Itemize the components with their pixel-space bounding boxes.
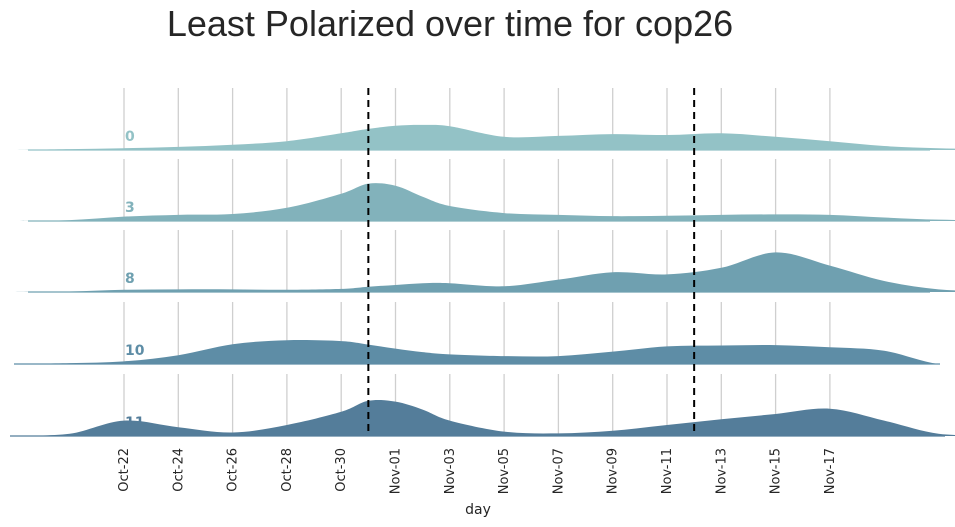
x-tick-label: Nov-01 <box>389 448 404 494</box>
ridge-label-10: 10 <box>125 343 145 359</box>
x-tick-label: Nov-15 <box>769 448 784 494</box>
x-tick-label: Oct-26 <box>226 448 241 492</box>
x-tick-label: Nov-09 <box>606 448 621 494</box>
ridge-label-0: 0 <box>125 129 135 145</box>
ridge-area-11 <box>10 399 955 436</box>
ridge-area-3 <box>15 183 955 221</box>
x-tick-labels: Oct-22 Oct-24 Oct-26 Oct-28 Oct-30 Nov-01 Nov-… <box>117 448 838 494</box>
ridge-label-11: 11 <box>125 415 144 431</box>
x-axis-label: day <box>465 502 491 518</box>
reference-lines-layer <box>367 88 696 436</box>
x-tick-label: Oct-30 <box>334 448 349 492</box>
x-tick-label: Oct-22 <box>117 448 132 492</box>
ridge-area-10 <box>14 340 955 364</box>
x-tick-label: Nov-11 <box>660 448 675 494</box>
chart-title: Least Polarized over time for cop26 <box>167 3 733 44</box>
ridge-area-0 <box>15 124 955 150</box>
ridge-area-8 <box>15 252 955 292</box>
x-tick-label: Nov-13 <box>714 448 729 494</box>
ridges-layer: 0 3 8 10 11 <box>10 124 955 437</box>
x-tick-label: Nov-17 <box>823 448 838 494</box>
x-tick-label: Oct-24 <box>171 448 186 492</box>
ridge-label-8: 8 <box>125 271 135 287</box>
x-tick-label: Nov-07 <box>551 448 566 494</box>
x-tick-label: Oct-28 <box>280 448 295 492</box>
x-tick-label: Nov-03 <box>443 448 458 494</box>
ridge-label-3: 3 <box>125 200 135 216</box>
x-tick-label: Nov-05 <box>497 448 512 494</box>
